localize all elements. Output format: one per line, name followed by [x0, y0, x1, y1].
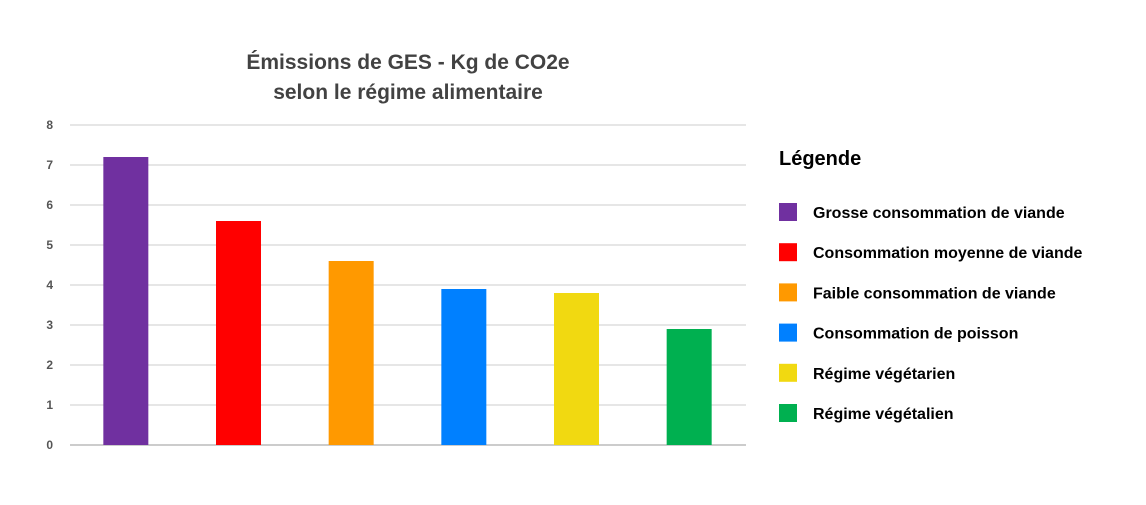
legend-swatch — [779, 243, 797, 262]
gridlines — [70, 124, 746, 446]
y-tick-label: 6 — [46, 198, 53, 212]
legend-swatch — [779, 404, 797, 422]
bars — [103, 157, 712, 445]
legend-title: Légende — [779, 148, 861, 170]
y-tick-label: 0 — [46, 438, 53, 452]
chart-title: Émissions de GES - Kg de CO2e selon le r… — [246, 51, 569, 104]
legend-item: Grosse consommation de viande — [779, 203, 1065, 222]
legend-item: Consommation moyenne de viande — [779, 243, 1082, 262]
legend-label: Grosse consommation de viande — [813, 205, 1065, 222]
bar-6 — [666, 329, 712, 445]
y-tick-label: 4 — [46, 278, 53, 292]
bar-2 — [216, 221, 261, 445]
y-tick-label: 2 — [46, 358, 53, 372]
chart-title-line-2: selon le régime alimentaire — [273, 81, 543, 104]
chart-title-line-1: Émissions de GES - Kg de CO2e — [246, 51, 569, 74]
y-axis-ticks: 0 1 2 3 4 5 6 7 8 — [46, 118, 53, 452]
y-tick-label: 3 — [46, 318, 53, 332]
legend-swatch — [779, 363, 797, 382]
legend-item: Consommation de poisson — [779, 323, 1018, 343]
legend-label: Consommation moyenne de viande — [813, 245, 1082, 262]
y-tick-label: 8 — [46, 118, 53, 132]
bar-3 — [328, 261, 374, 445]
legend-label: Régime végétarien — [813, 366, 955, 383]
legend-swatch — [779, 323, 797, 342]
legend-label: Faible consommation de viande — [813, 285, 1056, 302]
legend-item: Régime végétalien — [779, 404, 954, 423]
bar-1 — [103, 157, 149, 445]
legend-item: Faible consommation de viande — [779, 283, 1056, 302]
legend-label: Consommation de poisson — [813, 326, 1018, 343]
y-tick-label: 7 — [46, 158, 53, 172]
y-tick-label: 5 — [46, 238, 53, 252]
bar-5 — [554, 293, 599, 445]
legend-swatch — [779, 283, 797, 302]
legend: Légende Grosse consommation de viande Con… — [779, 148, 1082, 423]
bar-4 — [441, 289, 487, 445]
y-tick-label: 1 — [46, 398, 53, 412]
legend-item: Régime végétarien — [779, 363, 955, 383]
legend-label: Régime végétalien — [813, 406, 954, 423]
legend-swatch — [779, 203, 797, 221]
